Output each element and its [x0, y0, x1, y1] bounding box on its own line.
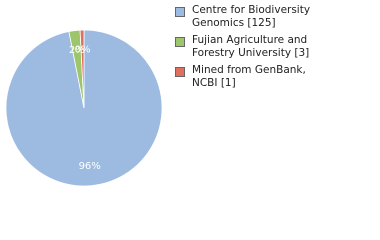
data-label: 96% — [79, 161, 101, 172]
data-label: 0% — [75, 45, 91, 56]
pie-chart: 96% 2%0% — [5, 29, 163, 187]
legend-item: Mined from GenBank, NCBI [1] — [175, 64, 325, 90]
legend-swatch — [175, 67, 185, 77]
data-label: 2% — [69, 45, 85, 56]
legend-swatch — [175, 7, 185, 17]
legend-swatch — [175, 37, 185, 47]
legend-item: Centre for Biodiversity Genomics [125] — [175, 4, 325, 30]
pie-slice — [79, 29, 85, 109]
legend-label: Mined from GenBank, NCBI [1] — [192, 64, 306, 89]
legend-label: Fujian Agriculture and Forestry Universi… — [192, 34, 310, 59]
legend-label: Centre for Biodiversity Genomics [125] — [192, 4, 311, 29]
legend-item: Fujian Agriculture and Forestry Universi… — [175, 34, 325, 60]
